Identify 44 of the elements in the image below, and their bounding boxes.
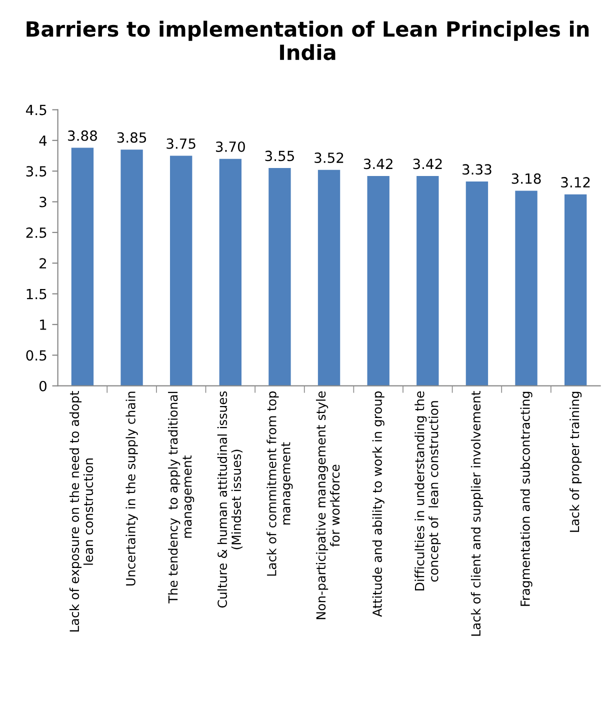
x-tick-label: Lack of client and supplier involvement — [470, 391, 484, 636]
data-label: 3.70 — [216, 141, 245, 152]
y-tick-label: 4 — [39, 136, 47, 146]
bar — [564, 194, 587, 386]
data-label: 3.42 — [364, 158, 392, 170]
data-label: 3.18 — [512, 173, 541, 184]
bar — [466, 182, 488, 386]
y-tick-label: 2.5 — [26, 227, 46, 238]
y-tick-label: 0.5 — [26, 350, 46, 361]
bar — [367, 176, 390, 386]
y-tick-label: 3.5 — [26, 166, 46, 177]
x-tick-label: Lack of commitment from top management — [266, 391, 293, 576]
x-tick-label: Uncertainty in the supply chain — [126, 392, 138, 586]
data-label: 3.88 — [68, 130, 97, 141]
bar — [219, 158, 242, 386]
x-tick-label: Difficulties in understanding the concept of lean construction — [414, 391, 441, 590]
x-tick-label: The tendency to apply traditional management — [168, 392, 194, 604]
x-tick-label: Culture & human attitudinal issues (Mindset issues) — [217, 391, 242, 608]
x-tick-label: Non-participative management style for workforce — [316, 391, 340, 620]
data-label: 3.52 — [314, 152, 344, 164]
y-tick-label: 2 — [40, 258, 46, 268]
data-label: 3.85 — [117, 132, 146, 143]
data-label: 3.12 — [561, 177, 590, 188]
bar — [515, 190, 538, 386]
bar — [170, 156, 192, 386]
data-label: 3.42 — [413, 158, 442, 170]
bar — [318, 170, 340, 386]
bar — [416, 176, 439, 386]
x-tick-label: Lack of exposure on the need to adopt lean construction — [69, 391, 94, 632]
data-label: 3.33 — [462, 164, 492, 175]
x-tick-label: Fragmentation and subcontracting — [520, 392, 532, 606]
y-tick-label: 4.5 — [26, 104, 46, 116]
bar — [268, 168, 291, 386]
x-tick-label: Lack of proper training — [570, 392, 582, 532]
y-tick-label: 1 — [40, 320, 46, 330]
bar — [71, 148, 94, 386]
chart-title: Barriers to implementation of Lean Principles in India — [26, 20, 589, 60]
y-tick-label: 0 — [39, 380, 46, 392]
y-tick-label: 1.5 — [26, 288, 46, 300]
bar — [120, 150, 143, 386]
data-label: 3.75 — [166, 138, 196, 149]
x-tick-label: Attitude and ability to work in group — [372, 391, 384, 617]
y-tick-label: 3 — [40, 196, 46, 208]
data-label: 3.55 — [265, 150, 294, 162]
